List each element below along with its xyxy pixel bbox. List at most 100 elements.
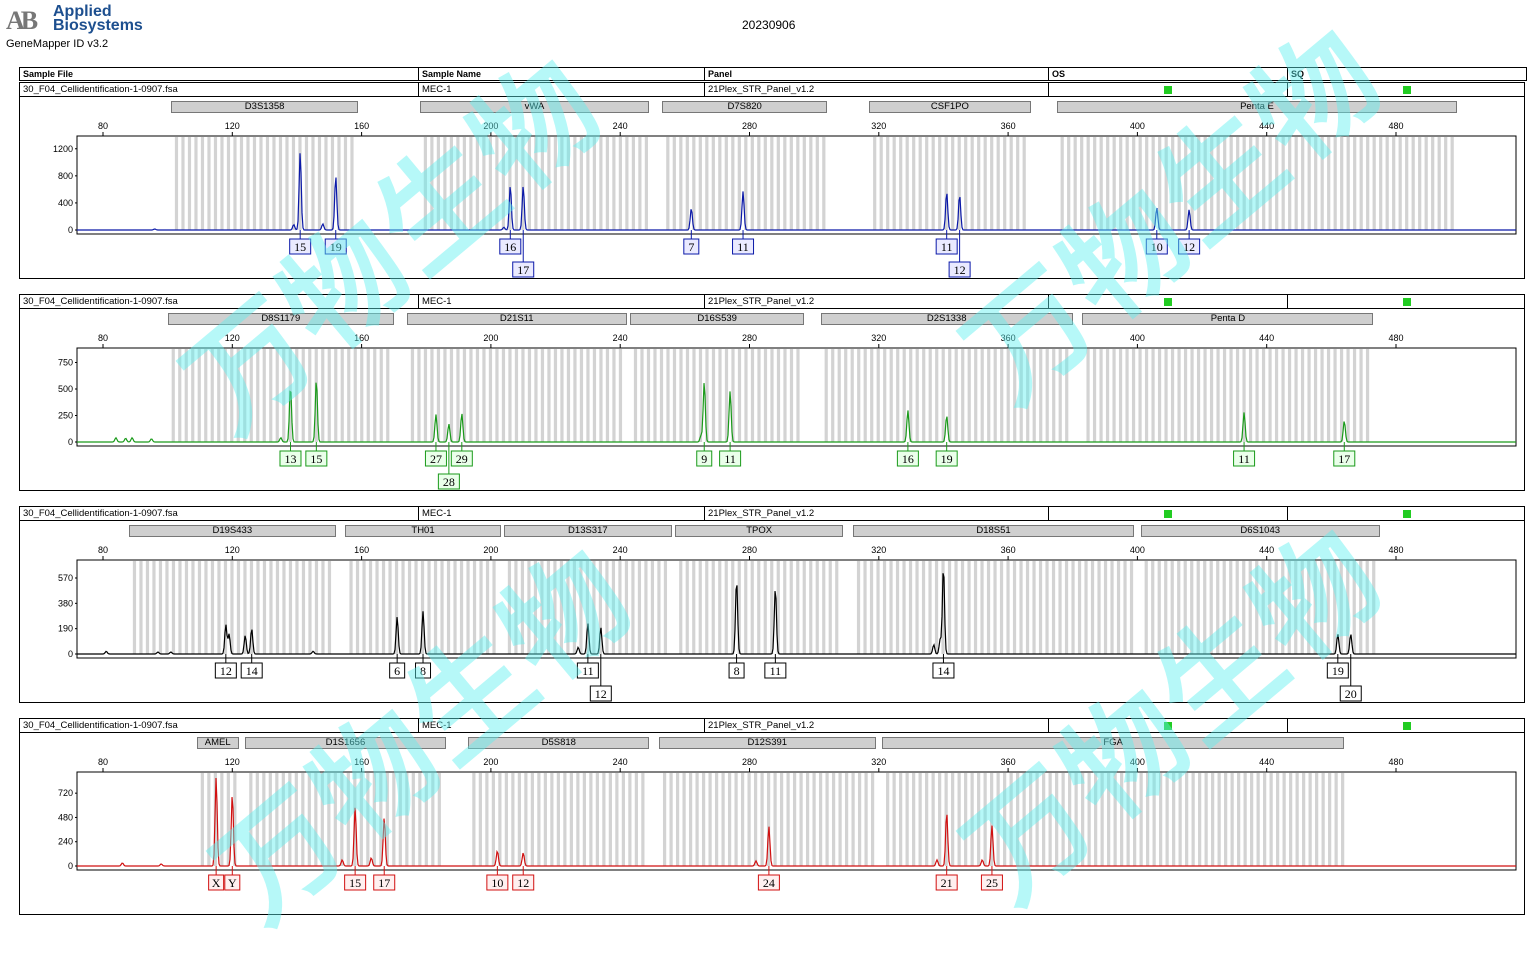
allelic-bin xyxy=(1334,773,1338,866)
allelic-bin xyxy=(249,773,253,866)
locus-label[interactable]: D12S391 xyxy=(658,737,876,749)
allelic-bin xyxy=(815,137,819,230)
allelic-bin xyxy=(815,561,819,654)
allelic-bin xyxy=(672,137,676,230)
os-status-indicator xyxy=(1164,298,1172,306)
y-tick-label: 250 xyxy=(58,410,73,420)
allelic-bin xyxy=(1165,773,1169,866)
locus-label[interactable]: D5S818 xyxy=(468,737,650,749)
allelic-bin xyxy=(757,561,761,654)
allelic-bin xyxy=(731,561,735,654)
allelic-bin xyxy=(288,773,292,866)
allelic-bin xyxy=(288,561,293,654)
locus-label[interactable]: D13S317 xyxy=(503,525,672,537)
allele-call-label: 10 xyxy=(1151,240,1163,254)
locus-label[interactable]: D2S1338 xyxy=(820,313,1073,325)
locus-label[interactable]: D19S433 xyxy=(128,525,336,537)
allelic-bin xyxy=(547,137,551,230)
header-os[interactable]: OS xyxy=(1052,69,1066,79)
allelic-bin xyxy=(262,349,266,442)
allelic-bin xyxy=(1190,561,1194,654)
locus-label[interactable]: D21S11 xyxy=(406,313,627,325)
allelic-bin xyxy=(883,349,887,442)
allelic-bin xyxy=(747,773,751,866)
allelic-bin xyxy=(385,773,389,866)
locus-label[interactable]: TH01 xyxy=(345,525,501,537)
logo-mark: AB xyxy=(6,6,38,35)
allelic-bin xyxy=(239,137,244,230)
allelic-bin xyxy=(1268,349,1272,442)
locus-label[interactable]: D3S1358 xyxy=(170,101,359,113)
allelic-bin xyxy=(268,773,272,866)
allelic-bin xyxy=(851,773,855,866)
allelic-bin xyxy=(586,349,590,442)
electropherogram-panel: 30_F04_Cellidentification-1-0907.fsa MEC-… xyxy=(19,506,1525,703)
allele-call-box xyxy=(935,238,958,255)
x-tick-label: 280 xyxy=(742,757,757,767)
allelic-bin xyxy=(964,773,968,866)
allelic-bin xyxy=(178,561,182,654)
header-sample-name[interactable]: Sample Name xyxy=(422,69,482,79)
locus-label[interactable]: D18S51 xyxy=(852,525,1135,537)
allele-call-box xyxy=(696,450,713,467)
panel-name: 21Plex_STR_Panel_v1.2 xyxy=(708,508,815,519)
allelic-bin xyxy=(340,773,344,866)
allelic-bin xyxy=(485,561,490,654)
allelic-bin xyxy=(760,773,764,866)
allelic-bin xyxy=(618,349,623,442)
allelic-bin xyxy=(355,561,360,654)
allelic-bin xyxy=(307,773,311,866)
locus-label[interactable]: TPOX xyxy=(675,525,844,537)
x-tick-label: 80 xyxy=(98,545,108,555)
allelic-bin xyxy=(621,773,625,866)
allelic-bin xyxy=(1274,561,1278,654)
locus-label[interactable]: D7S820 xyxy=(662,101,828,113)
locus-label[interactable]: D6S1043 xyxy=(1140,525,1380,537)
y-tick-label: 0 xyxy=(68,649,73,659)
locus-label[interactable]: AMEL xyxy=(196,737,239,749)
allelic-bin xyxy=(495,137,499,230)
allelic-bin xyxy=(996,137,1000,230)
allelic-bin xyxy=(433,561,438,654)
locus-label[interactable]: D16S539 xyxy=(629,313,805,325)
allelic-bin xyxy=(663,561,668,654)
allelic-bin xyxy=(737,137,741,230)
locus-label[interactable]: Penta E xyxy=(1056,101,1458,113)
allelic-bin xyxy=(672,349,677,442)
allelic-bin xyxy=(1126,773,1130,866)
allelic-bin xyxy=(1016,137,1020,230)
allelic-bin xyxy=(524,773,528,866)
allelic-bin xyxy=(501,349,506,442)
allelic-bin xyxy=(236,561,241,654)
header-panel[interactable]: Panel xyxy=(708,69,733,79)
locus-label[interactable]: Penta D xyxy=(1082,313,1374,325)
allelic-bin xyxy=(685,349,690,442)
allelic-bin xyxy=(931,137,935,230)
header-sq[interactable]: SQ xyxy=(1291,69,1305,79)
allelic-bin xyxy=(612,137,616,230)
allelic-bin xyxy=(750,137,754,230)
allelic-bin xyxy=(394,561,399,654)
allelic-bin xyxy=(1196,349,1201,442)
allelic-bin xyxy=(1105,349,1110,442)
allelic-bin xyxy=(1144,561,1148,654)
allelic-bin xyxy=(1170,349,1175,442)
allele-call-box xyxy=(208,874,225,891)
allelic-bin xyxy=(1346,137,1350,230)
allele-call-box xyxy=(576,662,599,679)
locus-label[interactable]: D1S1656 xyxy=(245,737,446,749)
header-sample-file[interactable]: Sample File xyxy=(23,69,74,79)
locus-label[interactable]: D8S1179 xyxy=(167,313,394,325)
sample-row[interactable]: 30_F04_Cellidentification-1-0907.fsa MEC-… xyxy=(20,719,1524,733)
sample-row[interactable]: 30_F04_Cellidentification-1-0907.fsa MEC-… xyxy=(20,507,1524,521)
allelic-bin xyxy=(1139,773,1143,866)
sample-row[interactable]: 30_F04_Cellidentification-1-0907.fsa MEC-… xyxy=(20,83,1524,97)
sample-row[interactable]: 30_F04_Cellidentification-1-0907.fsa MEC-… xyxy=(20,295,1524,309)
locus-label[interactable]: vWA xyxy=(419,101,650,113)
allelic-bin xyxy=(508,349,512,442)
locus-label[interactable]: FGA xyxy=(882,737,1345,749)
locus-label[interactable]: CSF1PO xyxy=(869,101,1031,113)
allelic-bin xyxy=(1263,773,1267,866)
allelic-bin xyxy=(1275,137,1279,230)
allelic-bin xyxy=(375,561,379,654)
